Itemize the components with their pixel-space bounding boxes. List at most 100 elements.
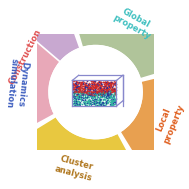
Point xyxy=(72,100,75,103)
Point xyxy=(80,97,83,100)
Point xyxy=(72,88,75,91)
Point xyxy=(74,92,77,95)
Point xyxy=(90,83,93,86)
Point xyxy=(83,104,86,107)
Point xyxy=(99,89,102,92)
Point xyxy=(98,101,101,104)
Point xyxy=(98,94,101,97)
Point xyxy=(106,94,109,97)
Point xyxy=(108,86,111,89)
Point xyxy=(85,80,88,83)
Point xyxy=(102,88,105,91)
Point xyxy=(104,84,107,87)
Point xyxy=(106,94,109,97)
Point xyxy=(93,97,96,100)
Point xyxy=(108,92,111,95)
Point xyxy=(76,87,79,90)
Point xyxy=(113,100,116,103)
Point xyxy=(81,102,84,105)
Point xyxy=(88,88,91,91)
Point xyxy=(113,98,116,101)
Point xyxy=(82,93,85,96)
Point xyxy=(84,101,87,104)
Point xyxy=(73,100,76,103)
Point xyxy=(95,87,98,90)
Point xyxy=(90,92,93,95)
Point xyxy=(80,87,83,90)
Point xyxy=(73,83,76,86)
Point xyxy=(100,84,103,87)
Point xyxy=(86,94,89,97)
Point xyxy=(89,100,92,103)
Point xyxy=(107,86,110,89)
Point xyxy=(113,92,116,95)
Point xyxy=(77,89,80,92)
Point xyxy=(98,92,101,95)
Point xyxy=(97,94,100,97)
Point xyxy=(72,103,75,106)
Point xyxy=(73,95,76,98)
Point xyxy=(105,94,108,97)
Point xyxy=(91,80,94,83)
Point xyxy=(77,100,80,103)
Point xyxy=(112,103,115,106)
Point xyxy=(102,91,105,94)
Point xyxy=(78,85,81,88)
Point xyxy=(82,91,85,94)
Point xyxy=(113,91,116,94)
Point xyxy=(72,86,75,89)
Point xyxy=(88,104,91,107)
Point xyxy=(88,89,91,92)
Point xyxy=(101,91,104,94)
Point xyxy=(92,102,95,105)
Point xyxy=(113,101,116,104)
Point xyxy=(90,83,93,86)
Point xyxy=(77,95,80,98)
Point xyxy=(75,87,78,90)
Point xyxy=(105,90,108,93)
Point xyxy=(94,90,97,93)
Point xyxy=(73,92,76,95)
Point xyxy=(72,80,75,83)
Point xyxy=(85,91,88,94)
Point xyxy=(100,95,103,98)
Point xyxy=(114,82,117,85)
Point xyxy=(93,80,96,83)
Point xyxy=(114,103,117,106)
Point xyxy=(82,97,85,100)
Point xyxy=(78,87,81,90)
Point xyxy=(113,90,116,93)
Point xyxy=(113,90,116,93)
Point xyxy=(88,91,91,94)
Point xyxy=(78,88,81,91)
Point xyxy=(91,83,94,86)
Point xyxy=(83,85,86,88)
Point xyxy=(78,93,81,96)
Point xyxy=(87,97,90,100)
Point xyxy=(102,98,105,101)
Point xyxy=(88,95,91,98)
Point xyxy=(77,103,80,106)
Point xyxy=(94,92,97,95)
Point xyxy=(82,91,85,94)
Point xyxy=(106,97,109,100)
Point xyxy=(91,88,94,91)
Point xyxy=(102,104,105,107)
Point xyxy=(73,94,76,97)
Point xyxy=(74,95,77,98)
Point xyxy=(94,100,97,103)
Point xyxy=(113,93,116,96)
Point xyxy=(114,91,117,94)
Point xyxy=(102,82,105,85)
Point xyxy=(74,97,77,100)
Point xyxy=(91,88,94,91)
Point xyxy=(72,80,75,83)
Point xyxy=(91,90,94,93)
Point xyxy=(77,90,81,93)
Point xyxy=(95,102,98,105)
Point xyxy=(85,80,88,83)
Point xyxy=(87,102,90,105)
Point xyxy=(72,87,75,90)
Point xyxy=(88,86,91,89)
Point xyxy=(109,81,112,84)
